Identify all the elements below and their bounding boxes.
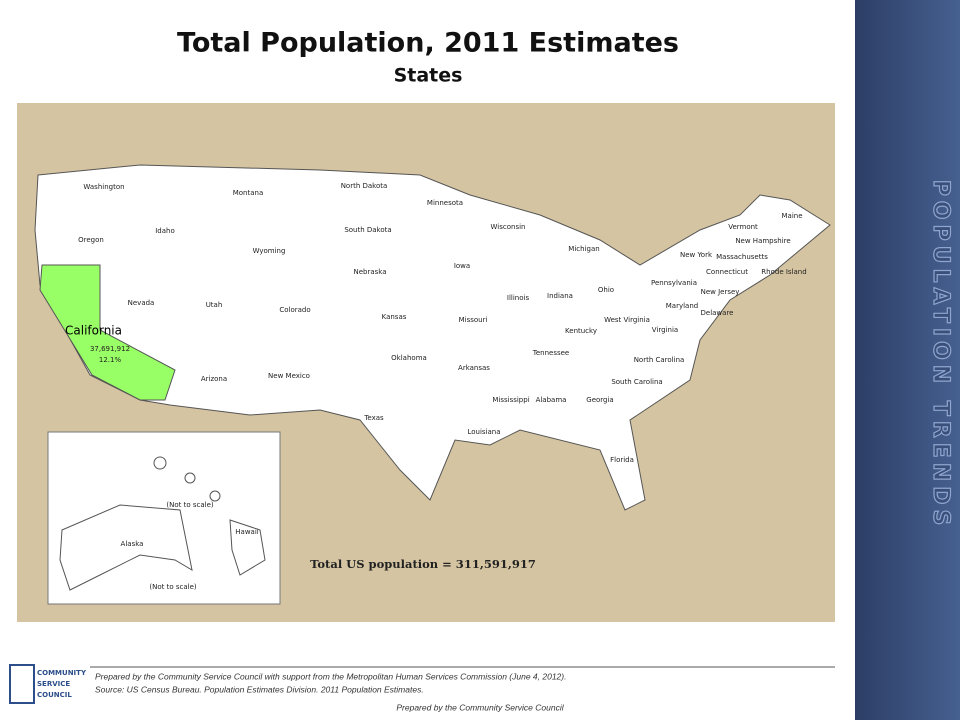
inset-note: (Not to scale) bbox=[149, 583, 197, 591]
state-label: Maryland bbox=[666, 302, 698, 310]
state-label: Ohio bbox=[598, 286, 614, 294]
california-shape bbox=[39, 264, 176, 401]
state-label: Tennessee bbox=[532, 349, 569, 357]
inset-note: (Not to scale) bbox=[166, 501, 214, 509]
state-label: Alabama bbox=[536, 396, 567, 404]
state-label: Montana bbox=[233, 189, 264, 197]
sidebar-label: POPULATION TRENDS bbox=[928, 180, 953, 531]
state-label: Vermont bbox=[728, 223, 758, 231]
state-label: Colorado bbox=[279, 306, 310, 314]
state-label: West Virginia bbox=[604, 316, 650, 324]
state-label: Iowa bbox=[454, 262, 470, 270]
sidebar bbox=[855, 0, 960, 720]
state-label: South Carolina bbox=[611, 378, 662, 386]
state-label: Louisiana bbox=[467, 428, 500, 436]
state-label: North Dakota bbox=[341, 182, 388, 190]
state-label: Texas bbox=[363, 414, 384, 422]
state-label: Michigan bbox=[568, 245, 599, 253]
state-label: Maine bbox=[781, 212, 802, 220]
state-label: Wyoming bbox=[253, 247, 286, 255]
state-label: Missouri bbox=[459, 316, 488, 324]
state-label: Alaska bbox=[121, 540, 144, 548]
highlight-population: 37,691,912 bbox=[90, 345, 130, 353]
highlight-share: 12.1% bbox=[99, 356, 122, 364]
subtitle: States bbox=[394, 65, 463, 87]
state-label: Arizona bbox=[201, 375, 227, 383]
total-population: Total US population = 311,591,917 bbox=[310, 557, 536, 571]
state-label: Hawaii bbox=[235, 528, 259, 536]
state-label: Florida bbox=[610, 456, 634, 464]
footer-line: Source: US Census Bureau. Population Est… bbox=[95, 684, 424, 694]
footer-credit: Prepared by the Community Service Counci… bbox=[396, 702, 564, 712]
logo-text: COMMUNITY bbox=[37, 669, 87, 677]
footer-line: Prepared by the Community Service Counci… bbox=[95, 671, 566, 681]
state-label: Wisconsin bbox=[491, 223, 526, 231]
hawaii-island bbox=[184, 472, 196, 484]
state-label: Oklahoma bbox=[391, 354, 427, 362]
highlight-name: California bbox=[65, 324, 122, 338]
state-label: Kansas bbox=[382, 313, 407, 321]
state-label: Delaware bbox=[701, 309, 734, 317]
logo-text: SERVICE bbox=[37, 680, 70, 688]
alaska-shape bbox=[59, 504, 193, 591]
state-label: Rhode Island bbox=[761, 268, 806, 276]
state-label: Connecticut bbox=[706, 268, 748, 276]
state-label: Oregon bbox=[78, 236, 104, 244]
state-label: New Hampshire bbox=[735, 237, 790, 245]
state-label: Pennsylvania bbox=[651, 279, 697, 287]
state-label: Nebraska bbox=[353, 268, 386, 276]
state-label: Georgia bbox=[586, 396, 613, 404]
state-label: New Mexico bbox=[268, 372, 310, 380]
hawaii-island bbox=[153, 456, 167, 470]
state-label: Massachusetts bbox=[716, 253, 768, 261]
state-label: North Carolina bbox=[634, 356, 685, 364]
state-label: Illinois bbox=[507, 294, 530, 302]
hawaii-island bbox=[209, 490, 221, 502]
title: Total Population, 2011 Estimates bbox=[177, 28, 679, 59]
state-label: Idaho bbox=[155, 227, 175, 235]
logo-mark bbox=[9, 664, 35, 704]
state-label: New Jersey bbox=[701, 288, 740, 296]
state-label: Mississippi bbox=[492, 396, 529, 404]
logo-text: COUNCIL bbox=[37, 691, 72, 699]
hawaii-shape bbox=[229, 519, 266, 576]
state-label: Nevada bbox=[128, 299, 155, 307]
state-label: South Dakota bbox=[344, 226, 391, 234]
us-outline bbox=[34, 164, 831, 511]
state-label: Washington bbox=[83, 183, 124, 191]
state-label: Minnesota bbox=[427, 199, 463, 207]
state-labels: Washington Montana North Dakota Minnesota Or… bbox=[78, 182, 807, 548]
state-label: New York bbox=[680, 251, 713, 259]
state-label: Utah bbox=[206, 301, 223, 309]
state-label: Kentucky bbox=[565, 327, 597, 335]
state-label: Virginia bbox=[652, 326, 678, 334]
state-label: Arkansas bbox=[458, 364, 490, 372]
state-label: Indiana bbox=[547, 292, 573, 300]
